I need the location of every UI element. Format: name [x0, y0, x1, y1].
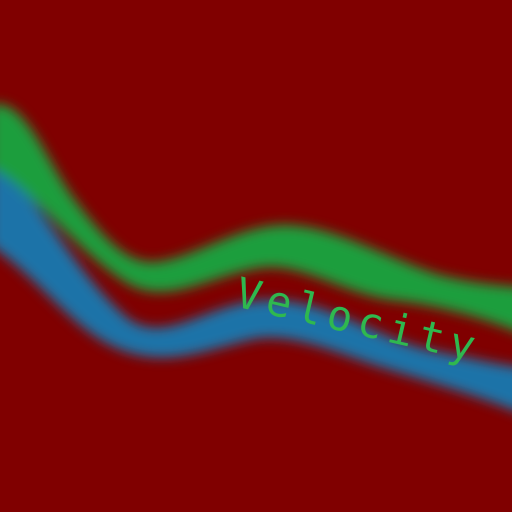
lower-band: [0, 160, 512, 410]
upper-band: [0, 104, 512, 330]
